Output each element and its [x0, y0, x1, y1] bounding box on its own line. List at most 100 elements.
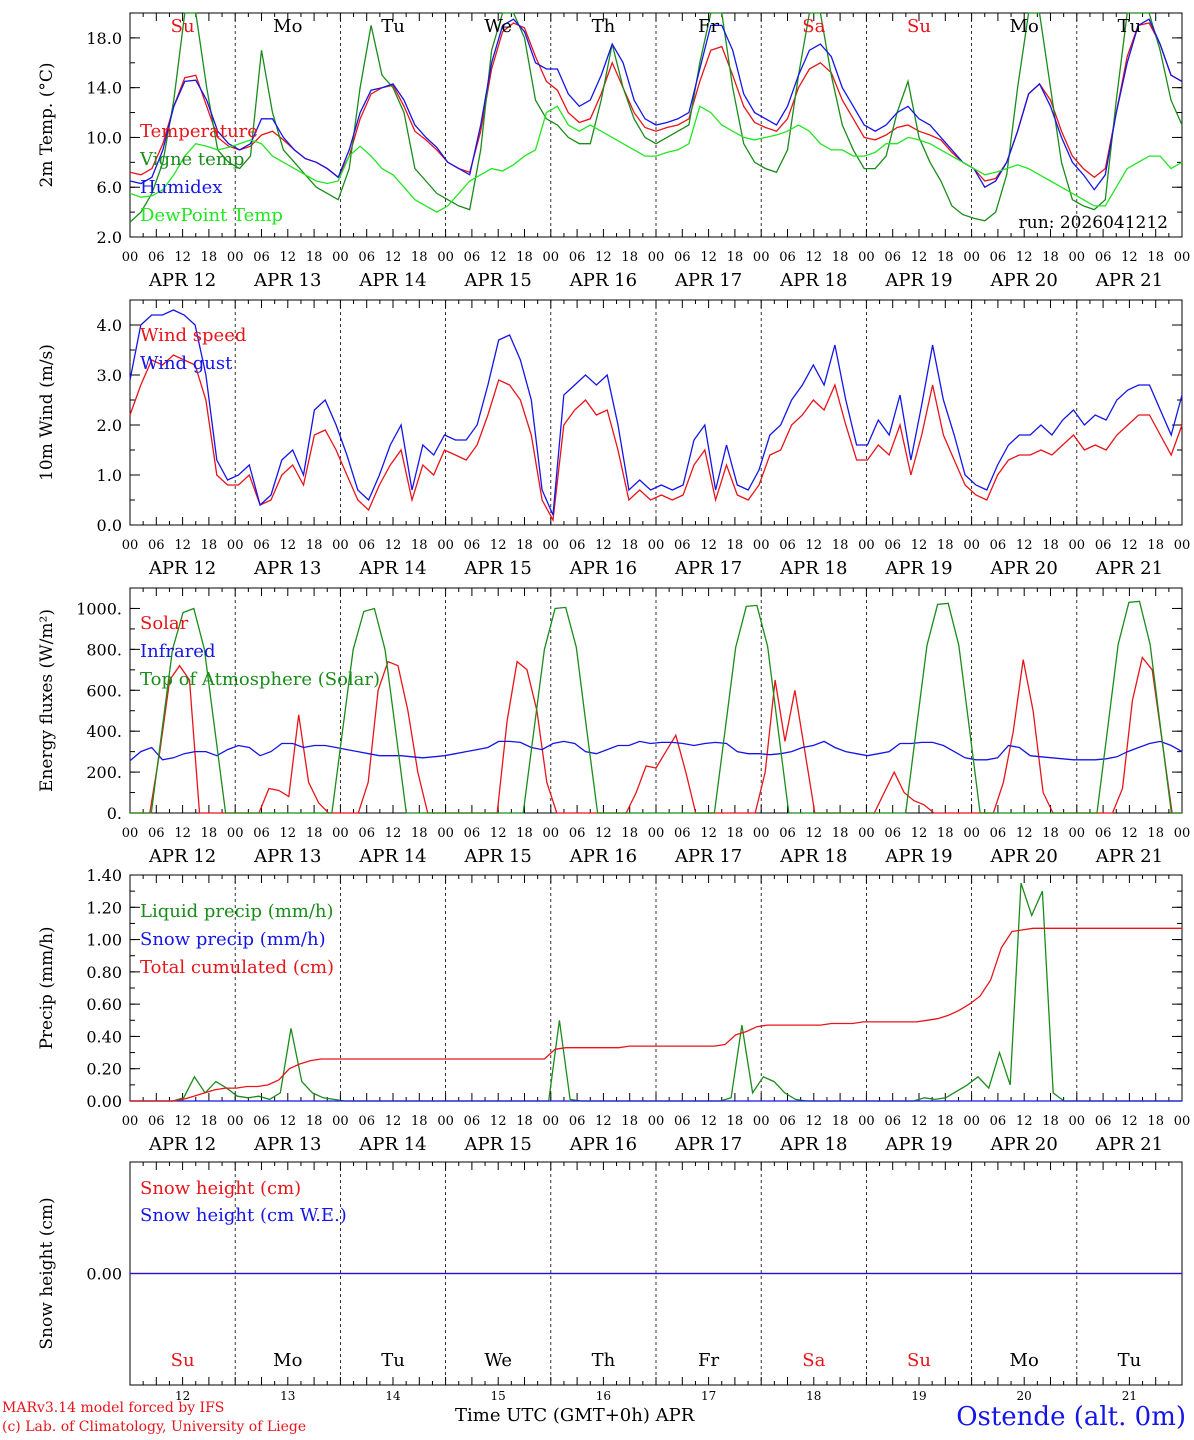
y-axis-label: Precip (mm/h) — [37, 926, 57, 1049]
time-axis-label: Time UTC (GMT+0h) APR — [455, 1405, 694, 1426]
hour-tick-label: 18 — [937, 826, 954, 841]
series-line-dewpoint-temp — [129, 105, 1183, 213]
date-label: APR 17 — [674, 558, 742, 579]
hour-tick-label: 06 — [148, 826, 165, 841]
hour-tick-label: 12 — [490, 826, 507, 841]
hour-tick-label: 06 — [358, 538, 375, 553]
hour-tick-label: 00 — [437, 1114, 454, 1129]
hour-tick-label: 06 — [674, 250, 691, 265]
date-label: APR 21 — [1095, 558, 1163, 579]
hour-tick-label: 00 — [1069, 538, 1086, 553]
day-number-label: 21 — [1122, 1389, 1137, 1403]
hour-tick-label: 00 — [963, 1114, 980, 1129]
hour-tick-label: 18 — [727, 538, 744, 553]
day-number-label: 13 — [280, 1389, 295, 1403]
hour-tick-label: 00 — [963, 826, 980, 841]
hour-tick-label: 00 — [858, 250, 875, 265]
hour-tick-label: 18 — [516, 826, 533, 841]
hour-tick-label: 00 — [332, 826, 349, 841]
model-credit: MARv3.14 model forced by IFS — [2, 1400, 225, 1416]
hour-tick-label: 06 — [779, 1114, 796, 1129]
hour-tick-label: 06 — [253, 1114, 270, 1129]
weekday-label: Th — [592, 1350, 616, 1371]
hour-tick-label: 06 — [884, 826, 901, 841]
y-tick-label: 1.20 — [86, 898, 122, 917]
y-tick-label: 1000. — [76, 599, 122, 618]
hour-tick-label: 00 — [753, 250, 770, 265]
hour-tick-label: 06 — [358, 250, 375, 265]
hour-tick-label: 18 — [937, 538, 954, 553]
y-axis-label: Snow height (cm) — [37, 1197, 57, 1349]
hour-tick-label: 12 — [1016, 250, 1033, 265]
hour-tick-label: 18 — [201, 538, 218, 553]
hour-tick-label: 00 — [1174, 826, 1191, 841]
hour-tick-label: 18 — [201, 1114, 218, 1129]
series-line-wind-gust — [129, 309, 1183, 516]
hour-tick-label: 18 — [937, 250, 954, 265]
hour-tick-label: 00 — [437, 826, 454, 841]
day-number-label: 17 — [701, 1389, 716, 1403]
day-number-label: 20 — [1017, 1389, 1032, 1403]
hour-tick-label: 06 — [779, 538, 796, 553]
date-label: APR 12 — [148, 1134, 216, 1155]
hour-tick-label: 12 — [280, 538, 297, 553]
hour-tick-label: 18 — [1147, 538, 1164, 553]
hour-tick-label: 06 — [1095, 1114, 1112, 1129]
hour-tick-label: 18 — [621, 826, 638, 841]
legend-snow-precip-mm-h-: Snow precip (mm/h) — [140, 929, 326, 950]
date-label: APR 15 — [464, 1134, 532, 1155]
hour-tick-label: 12 — [911, 250, 928, 265]
date-label: APR 16 — [569, 270, 637, 291]
hour-tick-label: 12 — [595, 1114, 612, 1129]
weekday-label: Mo — [273, 1350, 302, 1371]
date-label: APR 21 — [1095, 270, 1163, 291]
date-label: APR 18 — [779, 1134, 847, 1155]
hour-tick-label: 18 — [621, 538, 638, 553]
hour-tick-label: 00 — [227, 826, 244, 841]
day-number-label: 15 — [491, 1389, 506, 1403]
date-label: APR 19 — [884, 1134, 952, 1155]
station-name: Ostende (alt. 0m) — [956, 1402, 1186, 1432]
hour-tick-label: 12 — [1121, 538, 1138, 553]
hour-tick-label: 18 — [937, 1114, 954, 1129]
hour-tick-label: 12 — [490, 1114, 507, 1129]
hour-tick-label: 00 — [753, 1114, 770, 1129]
series-line-solar — [130, 656, 1182, 814]
weekday-label: Mo — [1010, 1350, 1039, 1371]
hour-tick-label: 18 — [1147, 1114, 1164, 1129]
hour-tick-label: 18 — [1147, 826, 1164, 841]
hour-tick-label: 06 — [464, 250, 481, 265]
hour-tick-label: 06 — [569, 250, 586, 265]
date-label: APR 16 — [569, 1134, 637, 1155]
hour-tick-label: 12 — [595, 250, 612, 265]
legend-wind-speed: Wind speed — [140, 325, 246, 346]
series-line-top-of-atmosphere-solar- — [130, 600, 1182, 814]
legend-dewpoint-temp: DewPoint Temp — [140, 205, 283, 226]
hour-tick-label: 06 — [358, 1114, 375, 1129]
hour-tick-label: 06 — [990, 538, 1007, 553]
hour-tick-label: 00 — [543, 538, 560, 553]
hour-tick-label: 00 — [227, 250, 244, 265]
hour-tick-label: 12 — [911, 538, 928, 553]
hour-tick-label: 00 — [122, 826, 139, 841]
hour-tick-label: 00 — [122, 250, 139, 265]
date-label: APR 19 — [884, 846, 952, 867]
weekday-label: Sa — [802, 1350, 825, 1371]
hour-tick-label: 12 — [595, 538, 612, 553]
hour-tick-label: 12 — [174, 250, 191, 265]
hour-tick-label: 12 — [174, 538, 191, 553]
date-label: APR 14 — [358, 558, 426, 579]
weekday-label: We — [484, 16, 512, 37]
hour-tick-label: 00 — [543, 250, 560, 265]
date-label: APR 15 — [464, 846, 532, 867]
y-tick-label: 800. — [86, 640, 122, 659]
hour-tick-label: 18 — [306, 250, 323, 265]
y-tick-label: 2.0 — [97, 416, 122, 435]
day-number-label: 19 — [911, 1389, 926, 1403]
hour-tick-label: 18 — [306, 538, 323, 553]
hour-tick-label: 00 — [332, 538, 349, 553]
run-label: run: 2026041212 — [1019, 213, 1168, 233]
legend-temperature: Temperature — [140, 121, 258, 142]
date-label: APR 18 — [779, 846, 847, 867]
hour-tick-label: 12 — [1121, 250, 1138, 265]
